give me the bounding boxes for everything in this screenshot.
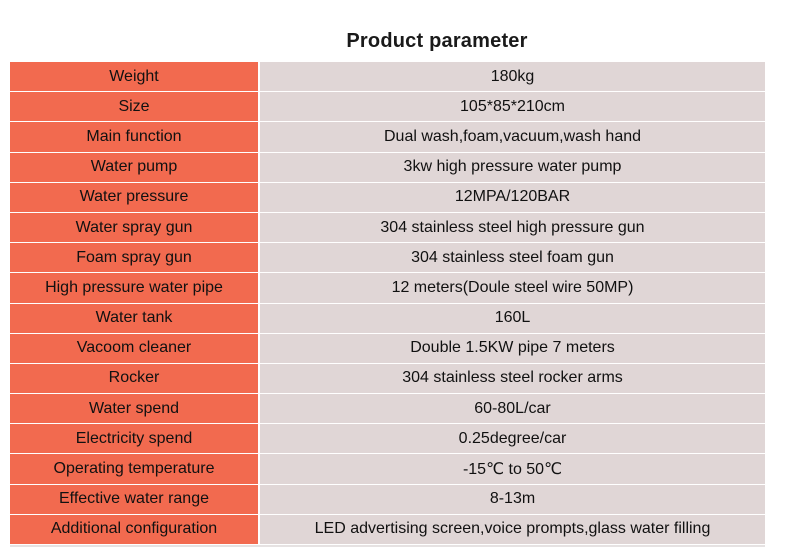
table-row: Additional configuration LED advertising… <box>10 514 765 545</box>
table-row: Weight 180kg <box>10 62 765 93</box>
param-value: Double 1.5KW pipe 7 meters <box>260 333 765 363</box>
param-label: Rocker <box>10 363 260 394</box>
table-row: Water tank 160L <box>10 303 765 334</box>
param-label: High pressure water pipe <box>10 273 260 303</box>
table-row: Main function Dual wash,foam,vacuum,wash… <box>10 122 765 153</box>
param-value: 0.25degree/car <box>260 424 765 454</box>
param-value: Dual wash,foam,vacuum,wash hand <box>260 122 765 152</box>
param-label: Foam spray gun <box>10 243 260 273</box>
param-label: Water spend <box>10 394 260 424</box>
param-label: Water pressure <box>10 182 260 212</box>
table-row: Size 105*85*210cm <box>10 92 765 123</box>
param-value: 105*85*210cm <box>260 92 765 122</box>
param-label: Size <box>10 92 260 122</box>
table-row: Water spend 60-80L/car <box>10 394 765 425</box>
table-row: Water pressure 12MPA/120BAR <box>10 182 765 213</box>
param-value: 60-80L/car <box>260 394 765 424</box>
table-row: Foam spray gun 304 stainless steel foam … <box>10 243 765 274</box>
param-label: Electricity spend <box>10 424 260 454</box>
parameter-table: Weight 180kg Size 105*85*210cm Main func… <box>10 62 765 545</box>
param-label: Water tank <box>10 303 260 333</box>
param-value: 12MPA/120BAR <box>260 182 765 212</box>
param-value: LED advertising screen,voice prompts,gla… <box>260 514 765 544</box>
table-row: Water pump 3kw high pressure water pump <box>10 152 765 183</box>
table-row: Rocker 304 stainless steel rocker arms <box>10 363 765 395</box>
bottom-divider <box>10 545 765 547</box>
param-label: Water spray gun <box>10 212 260 243</box>
param-value: 304 stainless steel foam gun <box>260 243 765 273</box>
param-label: Additional configuration <box>10 514 260 544</box>
param-label: Weight <box>10 62 260 92</box>
table-row: Electricity spend 0.25degree/car <box>10 424 765 455</box>
param-label: Effective water range <box>10 484 260 514</box>
table-row: Vacoom cleaner Double 1.5KW pipe 7 meter… <box>10 333 765 364</box>
param-label: Operating temperature <box>10 454 260 484</box>
param-value: 304 stainless steel high pressure gun <box>260 212 765 243</box>
param-value: 8-13m <box>260 484 765 514</box>
table-row: High pressure water pipe 12 meters(Doule… <box>10 273 765 304</box>
param-value: 304 stainless steel rocker arms <box>260 363 765 394</box>
table-row: Operating temperature -15℃ to 50℃ <box>10 454 765 485</box>
param-value: 3kw high pressure water pump <box>260 152 765 182</box>
param-value: 12 meters(Doule steel wire 50MP) <box>260 273 765 303</box>
param-label: Water pump <box>10 152 260 182</box>
param-value: 180kg <box>260 62 765 92</box>
param-label: Vacoom cleaner <box>10 333 260 363</box>
page-title: Product parameter <box>346 30 528 52</box>
table-row: Effective water range 8-13m <box>10 484 765 515</box>
table-row: Water spray gun 304 stainless steel high… <box>10 212 765 244</box>
param-value: 160L <box>260 303 765 333</box>
param-value: -15℃ to 50℃ <box>260 454 765 484</box>
param-label: Main function <box>10 122 260 152</box>
